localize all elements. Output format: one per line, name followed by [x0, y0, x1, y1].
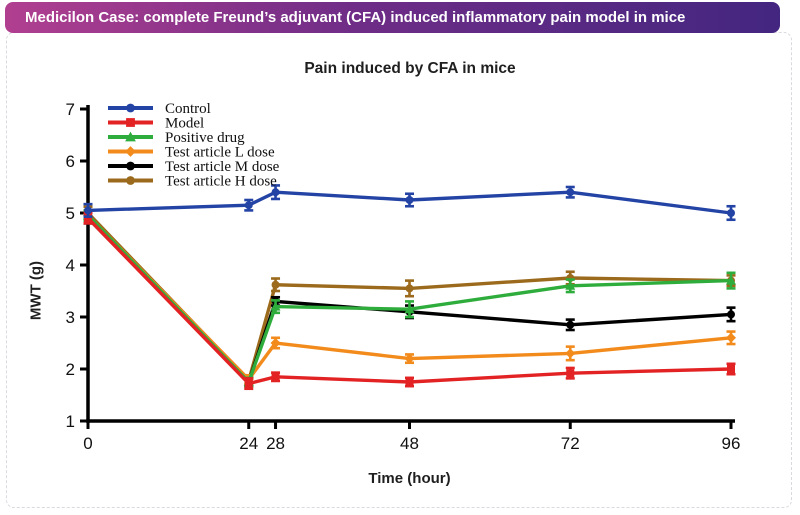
legend-label: Control — [165, 101, 211, 117]
chart-title: Pain induced by CFA in mice — [304, 60, 516, 77]
series-model — [83, 211, 736, 391]
y-tick-label: 2 — [66, 360, 75, 379]
banner-title: Medicilon Case: complete Freund’s adjuva… — [5, 2, 780, 33]
y-tick-label: 1 — [66, 412, 75, 431]
y-tick-label: 7 — [66, 100, 75, 119]
x-ticks: 0 24 28 48 72 96 — [83, 421, 740, 453]
y-tick-label: 3 — [66, 308, 75, 327]
y-tick-label: 6 — [66, 152, 75, 171]
x-axis-label: Time (hour) — [368, 470, 451, 487]
x-tick-label: 96 — [722, 434, 741, 453]
legend-label: Test article M dose — [165, 159, 280, 175]
legend-label: Model — [165, 116, 204, 132]
y-tick-label: 5 — [66, 204, 75, 223]
x-tick-label: 0 — [83, 434, 92, 453]
x-tick-label: 24 — [239, 434, 258, 453]
legend-label: Positive drug — [165, 130, 245, 146]
y-tick-label: 4 — [66, 256, 75, 275]
y-ticks: 1 2 3 4 5 6 7 — [66, 100, 88, 431]
legend-label: Test article L dose — [165, 145, 275, 161]
x-tick-label: 28 — [266, 434, 285, 453]
x-tick-label: 72 — [561, 434, 580, 453]
series-control — [83, 184, 736, 222]
x-tick-label: 48 — [400, 434, 419, 453]
legend-label: Test article H dose — [165, 174, 277, 190]
